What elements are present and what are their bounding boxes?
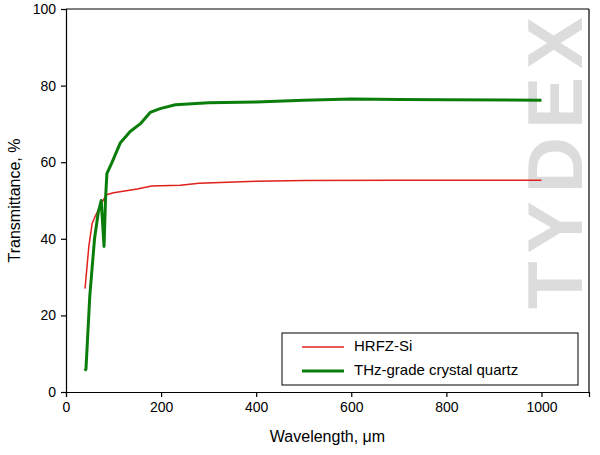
chart: TYDEX 0 200 400 600 800 1000 0 20 40 60 80 100 Wavele… — [0, 0, 600, 455]
tick-label: 200 — [150, 399, 174, 415]
tick-label: 800 — [435, 399, 459, 415]
tick-label: 60 — [40, 154, 56, 170]
tick-mark — [351, 392, 352, 397]
tick: 0 — [63, 392, 71, 415]
legend: HRFZ-Si THz-grade crystal quartz — [282, 333, 578, 385]
tick: 400 — [245, 392, 269, 415]
tick: 0 — [48, 384, 66, 400]
axis-line — [61, 10, 67, 393]
tick-label: 80 — [40, 78, 56, 94]
tick: 40 — [40, 231, 66, 247]
watermark: TYDEX — [511, 9, 599, 309]
legend-swatch — [302, 370, 344, 373]
tick: 100 — [33, 1, 66, 17]
tick: 200 — [150, 392, 174, 415]
tick: 20 — [40, 307, 66, 323]
tick-mark — [61, 392, 66, 393]
tick-mark — [61, 239, 66, 240]
tick-mark — [541, 392, 542, 397]
legend-box — [282, 333, 578, 385]
tick: 1000 — [526, 392, 557, 415]
tick-label: 0 — [63, 399, 71, 415]
tick-label: 40 — [40, 231, 56, 247]
tick: 60 — [40, 154, 66, 170]
y-axis: 0 20 40 60 80 100 — [33, 1, 67, 400]
axis-line — [67, 393, 590, 398]
frame — [66, 8, 589, 9]
tick-label: 0 — [48, 384, 56, 400]
x-axis: 0 200 400 600 800 1000 — [63, 392, 590, 415]
tick-mark — [161, 392, 162, 397]
tick-label: 1000 — [526, 399, 557, 415]
tick-label: 100 — [33, 1, 57, 17]
series-line — [85, 180, 541, 288]
tick: 80 — [40, 78, 66, 94]
plot-area — [85, 99, 541, 371]
tick: 800 — [435, 392, 459, 415]
tick-label: 600 — [340, 399, 364, 415]
y-axis-title: Transmittance, % — [6, 139, 23, 263]
x-axis-title: Wavelength, μm — [270, 428, 385, 445]
frame — [588, 9, 589, 392]
legend-label: HRFZ-Si — [354, 337, 412, 354]
tick-mark — [256, 392, 257, 397]
tick-mark — [61, 315, 66, 316]
series-line — [85, 99, 541, 371]
tick: 600 — [340, 392, 364, 415]
legend-swatch — [302, 346, 344, 348]
tick-mark — [61, 162, 66, 163]
tick-label: 20 — [40, 307, 56, 323]
tick-mark — [61, 85, 66, 86]
tick-mark — [446, 392, 447, 397]
legend-label: THz-grade crystal quartz — [354, 361, 518, 378]
tick-mark — [61, 9, 66, 10]
tick-label: 400 — [245, 399, 269, 415]
